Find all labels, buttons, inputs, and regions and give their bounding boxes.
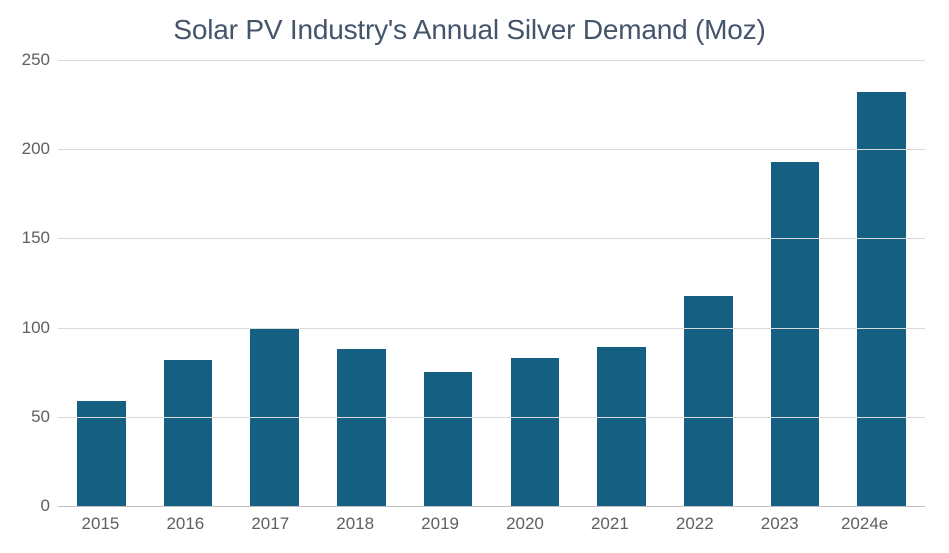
gridline [58, 149, 925, 150]
y-tick-label: 200 [22, 139, 50, 159]
plot-area: 050100150200250 [8, 60, 931, 506]
gridline [58, 238, 925, 239]
bar [164, 360, 213, 506]
y-tick-label: 100 [22, 318, 50, 338]
bar [511, 358, 560, 506]
y-axis: 050100150200250 [8, 60, 58, 506]
plot [58, 60, 925, 506]
x-tick-label: 2015 [58, 514, 143, 546]
gridline [58, 60, 925, 61]
bar-slot [752, 60, 839, 506]
bar-slot [405, 60, 492, 506]
x-tick-label: 2021 [567, 514, 652, 546]
bar-slot [145, 60, 232, 506]
bar [771, 162, 820, 506]
x-tick-label: 2023 [737, 514, 822, 546]
bar-slot [231, 60, 318, 506]
x-tick-label: 2022 [652, 514, 737, 546]
bar-slot [578, 60, 665, 506]
bar [597, 347, 646, 506]
x-axis: 2015201620172018201920202021202220232024… [58, 506, 907, 546]
y-tick-label: 0 [41, 496, 50, 516]
bar-slot [318, 60, 405, 506]
y-tick-label: 50 [31, 407, 50, 427]
bar [424, 372, 473, 506]
bar [857, 92, 906, 506]
bar-slot [665, 60, 752, 506]
bar-slot [58, 60, 145, 506]
x-tick-label: 2020 [483, 514, 568, 546]
bar-slot [838, 60, 925, 506]
x-tick-label: 2017 [228, 514, 313, 546]
bars-container [58, 60, 925, 506]
bar-slot [492, 60, 579, 506]
chart-title: Solar PV Industry's Annual Silver Demand… [8, 0, 931, 60]
gridline [58, 506, 925, 507]
x-tick-label: 2024e [822, 514, 907, 546]
x-tick-label: 2016 [143, 514, 228, 546]
bar [337, 349, 386, 506]
gridline [58, 417, 925, 418]
bar-chart: Solar PV Industry's Annual Silver Demand… [0, 0, 949, 553]
gridline [58, 328, 925, 329]
y-tick-label: 150 [22, 228, 50, 248]
y-tick-label: 250 [22, 50, 50, 70]
x-tick-label: 2019 [398, 514, 483, 546]
x-tick-label: 2018 [313, 514, 398, 546]
